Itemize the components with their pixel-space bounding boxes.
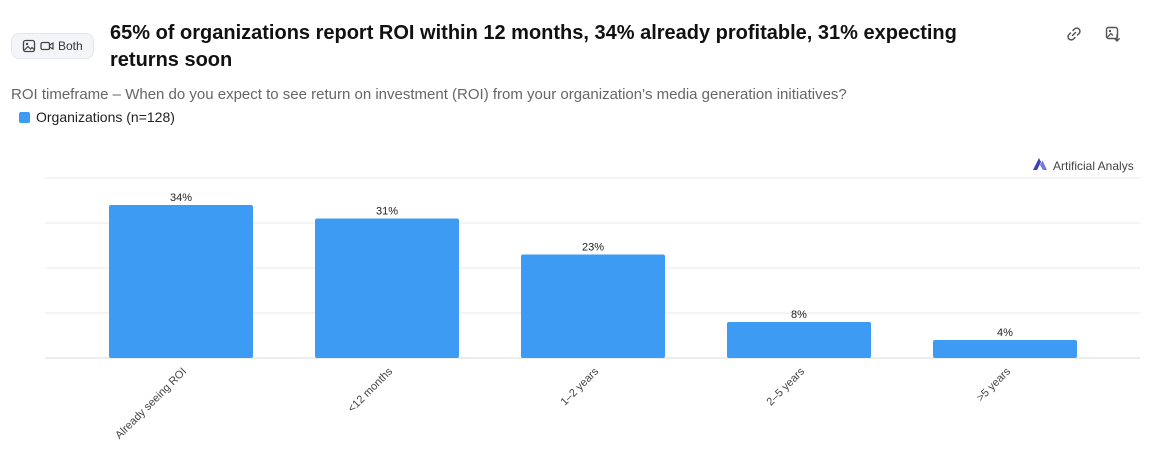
brand-watermark: Artificial Analys: [1032, 157, 1134, 174]
data-label-1: 31%: [376, 206, 398, 218]
x-tick-label-0: Already seeing ROI: [113, 366, 189, 442]
legend-label: Organizations (n=128): [36, 109, 175, 125]
bar-3[interactable]: [727, 322, 871, 358]
bar-1[interactable]: [315, 218, 459, 359]
x-tick-label-3: 2–5 years: [764, 365, 807, 408]
x-tick-label-2: 1–2 years: [558, 365, 601, 408]
image-download-icon: [1104, 25, 1122, 48]
download-image-button[interactable]: [1101, 24, 1125, 48]
video-icon: [40, 39, 54, 53]
image-icon: [22, 39, 36, 53]
chart-legend: Organizations (n=128): [19, 109, 175, 125]
x-tick-label-1: <12 months: [346, 365, 396, 415]
data-label-2: 23%: [582, 242, 604, 254]
x-tick-label-4: >5 years: [975, 365, 1014, 404]
badge-label: Both: [58, 39, 83, 53]
bar-0[interactable]: [109, 205, 253, 358]
link-icon: [1065, 25, 1083, 48]
bar-4[interactable]: [933, 340, 1077, 358]
chart-subtitle: ROI timeframe – When do you expect to se…: [11, 86, 847, 103]
data-label-3: 8%: [791, 309, 807, 321]
data-label-0: 34%: [170, 192, 192, 204]
brand-logo-icon: [1032, 157, 1048, 174]
copy-link-button[interactable]: [1062, 24, 1086, 48]
legend-swatch: [19, 111, 30, 123]
bar-2[interactable]: [521, 254, 665, 359]
chart-title: 65% of organizations report ROI within 1…: [110, 22, 957, 71]
brand-label: Artificial Analys: [1053, 158, 1134, 173]
data-label-4: 4%: [997, 327, 1013, 339]
media-filter-badge[interactable]: Both: [11, 33, 94, 59]
